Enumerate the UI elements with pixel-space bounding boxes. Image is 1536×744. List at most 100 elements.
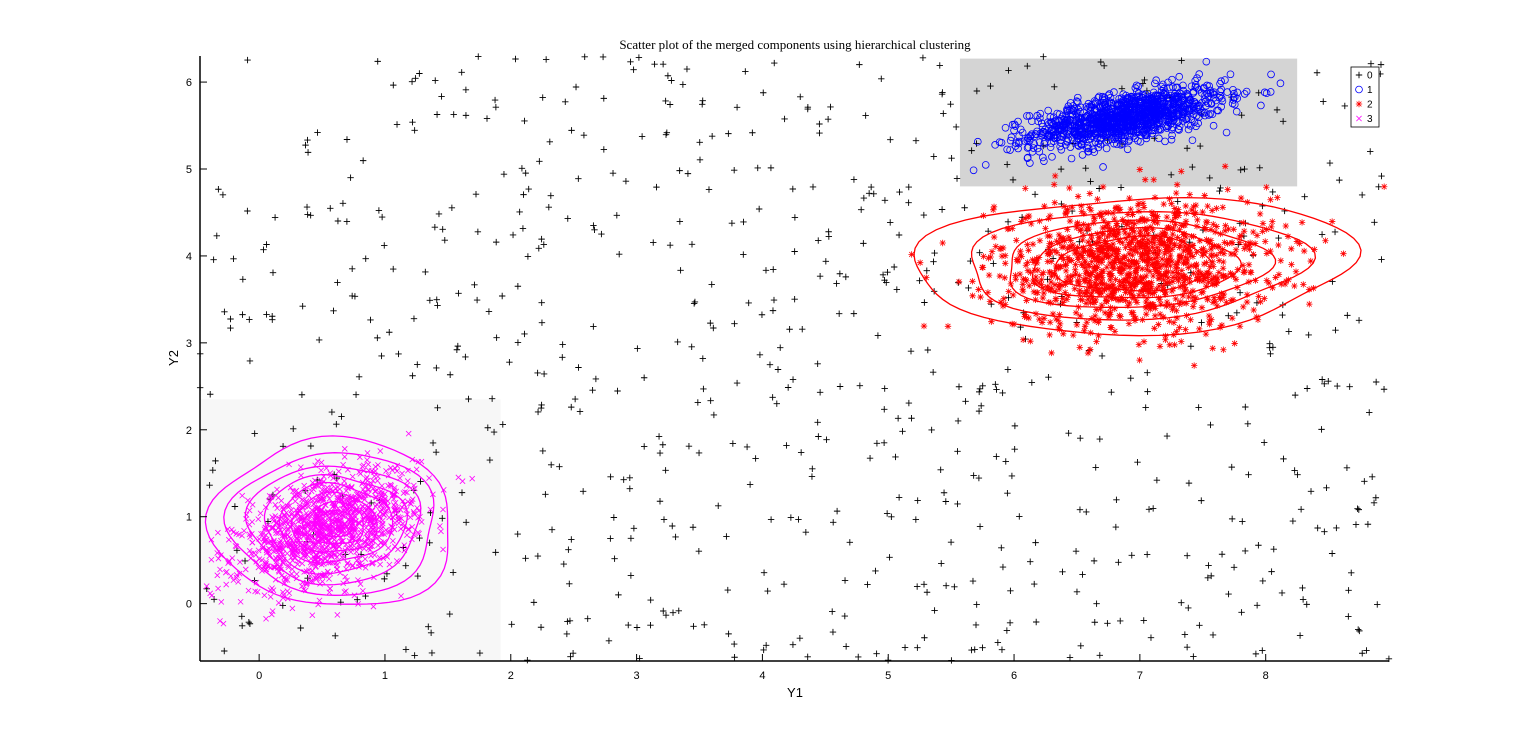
point-series-0 [446,371,454,378]
point-series-0 [1377,61,1385,68]
point-series-0 [872,567,879,575]
point-series-2 [1198,246,1205,253]
point-series-2 [1263,277,1270,284]
point-series-2 [1032,273,1040,281]
point-series-2 [1009,225,1016,232]
point-series-0 [1077,434,1084,442]
point-series-3 [383,468,389,474]
point-series-2 [1220,273,1227,280]
point-series-2 [1053,249,1061,256]
point-series-2 [1107,324,1114,331]
point-series-0 [476,649,484,657]
point-series-0 [1356,627,1363,635]
point-series-3 [415,529,421,536]
x-tick-label: 3 [634,670,640,682]
point-series-2 [1190,270,1197,277]
point-series-2 [1214,274,1221,282]
point-series-2 [1146,256,1154,263]
point-series-3 [405,526,412,533]
point-series-0 [662,97,669,105]
point-series-2 [1182,202,1189,210]
point-series-2 [1155,274,1163,282]
contour-line-3-5 [290,491,378,553]
point-series-2 [1048,258,1055,265]
point-series-3 [404,532,410,538]
point-series-1 [1174,112,1182,121]
point-series-0 [433,111,441,118]
point-series-2 [1250,251,1257,258]
point-series-2 [1150,176,1157,183]
point-series-3 [334,566,341,572]
point-series-2 [1110,264,1118,271]
point-series-1 [1174,103,1182,112]
point-series-2 [1199,208,1206,216]
point-series-2 [1156,247,1163,254]
point-series-0 [1245,471,1252,478]
point-series-0 [1366,409,1373,416]
point-series-2 [1147,284,1155,292]
point-series-2 [1077,227,1084,234]
point-series-0 [627,58,634,66]
point-series-0 [381,575,388,583]
point-series-0 [881,197,889,204]
point-series-2 [1077,312,1084,320]
point-series-1 [1152,76,1160,85]
point-series-2 [1106,225,1113,232]
point-series-0 [864,581,871,588]
point-series-0 [1238,112,1245,119]
point-series-0 [916,277,923,284]
point-series-0 [1345,613,1352,620]
point-series-0 [939,89,946,96]
point-series-2 [1231,340,1238,347]
point-series-3 [281,574,288,581]
point-series-3 [239,532,245,539]
point-series-3 [357,581,364,587]
point-series-3 [402,489,408,495]
point-series-0 [1363,647,1370,654]
point-series-1 [1066,143,1075,151]
contours-series-3 [204,435,449,605]
point-series-3 [259,545,266,552]
point-series-2 [1002,252,1009,259]
point-series-1 [1149,88,1158,97]
contour-line-3-0 [204,435,449,605]
point-series-0 [1305,331,1312,339]
point-series-0 [1241,165,1248,173]
point-series-1 [1025,112,1034,120]
point-series-0 [1091,619,1098,626]
point-series-2 [1069,272,1077,279]
point-series-1 [1001,123,1010,132]
point-series-2 [1213,302,1221,309]
point-series-0 [647,621,654,629]
point-series-3 [299,560,306,567]
point-series-0 [1003,161,1011,168]
point-series-0 [1147,634,1155,641]
point-series-2 [1213,276,1220,284]
point-series-2 [1045,298,1053,306]
point-series-2 [1144,239,1151,247]
point-series-0 [215,186,222,193]
point-series-2 [1232,246,1240,253]
point-series-0 [441,236,448,244]
point-series-2 [1128,290,1136,298]
point-series-0 [1189,163,1196,171]
point-series-2 [1135,292,1143,299]
point-series-2 [1059,295,1066,302]
point-series-1 [1222,128,1231,137]
point-series-2 [1143,302,1151,309]
point-series-3 [241,527,247,534]
point-series-2 [1171,210,1178,217]
point-series-2 [1208,207,1216,214]
point-series-1 [1106,93,1115,102]
point-series-1 [1010,120,1019,129]
point-series-2 [1095,319,1102,326]
point-series-2 [1002,260,1009,267]
point-series-2 [1155,270,1162,277]
point-series-2 [1057,263,1065,270]
point-series-3 [271,563,277,570]
point-series-3 [300,552,307,559]
point-series-2 [1124,211,1132,218]
point-series-2 [1074,244,1081,251]
point-series-2 [1139,285,1147,293]
point-series-0 [690,300,698,307]
